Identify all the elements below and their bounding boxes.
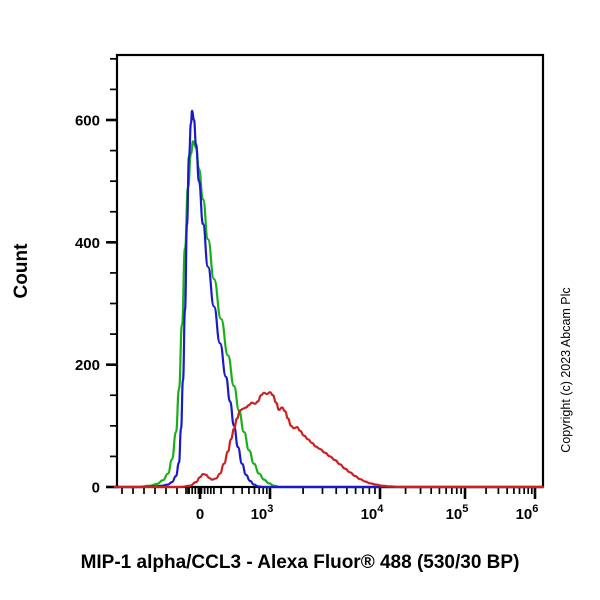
histogram-traces	[113, 109, 545, 489]
figure-caption: MIP-1 alpha/CCL3 - Alexa Fluor® 488 (530…	[81, 552, 520, 573]
copyright-notice: Copyright (c) 2023 Abcam Plc	[559, 287, 573, 452]
y-tick-label: 200	[75, 357, 100, 374]
y-tick-label: 0	[92, 480, 100, 497]
x-axis-tick-labels: 0 103 104 105 106	[196, 503, 539, 523]
x-tick-label: 0	[196, 506, 204, 523]
y-axis-title: Count	[11, 243, 32, 299]
trace-isotype-control	[113, 140, 545, 489]
y-tick-label: 400	[75, 235, 100, 252]
trace-unstained-control	[113, 109, 545, 489]
trace-mip-1-alpha-ccl3-stained	[113, 391, 545, 489]
y-tick-label: 600	[75, 113, 100, 130]
x-axis-ticks	[121, 487, 537, 499]
y-axis-tick-labels: 0 200 400 600	[75, 113, 100, 497]
